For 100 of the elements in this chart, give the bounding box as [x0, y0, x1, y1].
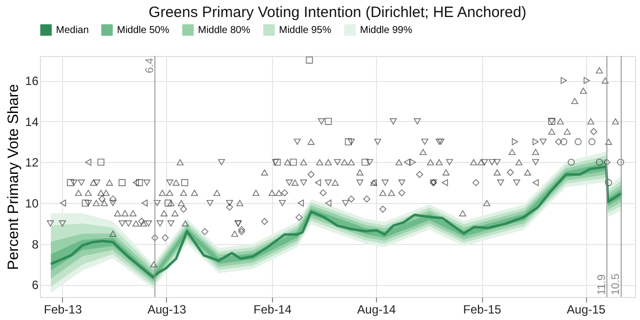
- point: [162, 234, 169, 242]
- point: [181, 179, 188, 186]
- point: [201, 228, 208, 236]
- point: [272, 159, 279, 166]
- point: [497, 180, 504, 186]
- y-tick-label: 6: [32, 278, 39, 292]
- y-tick-label: 14: [25, 114, 39, 129]
- point: [298, 200, 304, 207]
- point: [167, 220, 174, 227]
- point: [156, 220, 164, 227]
- point: [97, 158, 104, 166]
- point: [164, 200, 172, 207]
- point: [82, 200, 89, 207]
- point: [78, 180, 85, 186]
- point: [588, 138, 596, 146]
- point: [555, 138, 562, 146]
- point: [348, 195, 355, 202]
- point: [85, 158, 92, 166]
- point: [98, 195, 106, 202]
- y-tick-label: 12: [25, 156, 39, 170]
- point: [366, 159, 374, 166]
- point: [109, 195, 116, 202]
- x-tick-label: Feb-15: [463, 302, 502, 316]
- point: [398, 180, 406, 186]
- point: [154, 200, 161, 206]
- y-tick-label: 16: [25, 74, 39, 88]
- point: [342, 200, 350, 206]
- point: [382, 180, 389, 186]
- point: [398, 189, 406, 196]
- point: [442, 179, 448, 186]
- point: [136, 179, 143, 186]
- x-tick-label: Feb-13: [44, 302, 82, 316]
- point: [603, 158, 610, 166]
- point: [532, 179, 539, 186]
- point: [348, 138, 355, 145]
- point: [166, 180, 174, 186]
- point: [325, 200, 332, 207]
- legend-label: Median: [56, 25, 89, 36]
- point: [584, 77, 590, 84]
- point: [324, 180, 332, 186]
- point: [494, 159, 501, 166]
- point: [145, 220, 152, 227]
- point: [261, 218, 268, 225]
- point: [560, 77, 567, 84]
- point: [281, 189, 288, 196]
- point: [274, 158, 281, 166]
- point: [414, 118, 421, 124]
- point: [314, 179, 322, 186]
- point: [143, 180, 150, 186]
- point: [206, 200, 214, 206]
- point: [446, 159, 453, 166]
- point: [574, 138, 582, 146]
- legend-label: Middle 95%: [279, 25, 332, 36]
- point: [568, 158, 575, 166]
- legend-label: Middle 80%: [198, 25, 250, 36]
- point: [132, 179, 139, 186]
- point: [390, 118, 397, 124]
- point: [218, 159, 225, 166]
- point: [363, 195, 370, 202]
- point: [320, 189, 327, 196]
- point: [410, 158, 416, 166]
- ref-line-label: 6.4: [144, 58, 156, 74]
- point: [109, 200, 116, 206]
- y-tick-label: 10: [25, 196, 39, 211]
- point: [138, 218, 146, 225]
- point: [238, 226, 246, 234]
- point: [374, 138, 382, 145]
- point: [84, 200, 92, 206]
- point: [540, 138, 547, 145]
- point: [379, 206, 386, 213]
- point: [421, 138, 428, 145]
- point: [58, 220, 66, 227]
- point: [596, 158, 603, 166]
- legend-label: Middle 99%: [360, 25, 412, 36]
- ref-line-label: 10.5: [610, 274, 622, 295]
- legend-label: Middle 50%: [117, 25, 170, 36]
- point: [512, 138, 518, 146]
- point: [488, 159, 496, 166]
- point: [506, 168, 514, 176]
- point: [300, 180, 308, 186]
- x-tick-label: Aug-15: [566, 302, 606, 316]
- point: [370, 180, 378, 186]
- x-tick-label: Aug-13: [148, 302, 187, 316]
- point: [118, 220, 126, 227]
- point: [324, 118, 332, 125]
- point: [238, 228, 246, 236]
- point: [532, 159, 540, 166]
- point: [344, 138, 352, 146]
- point: [318, 118, 325, 124]
- point: [226, 204, 234, 211]
- chart-title: Greens Primary Voting Intention (Dirichlet; HE Anchored): [148, 4, 526, 21]
- point: [66, 179, 74, 186]
- point: [151, 234, 158, 242]
- point: [481, 159, 488, 166]
- ref-line-label: 11.9: [596, 274, 608, 295]
- point: [472, 179, 480, 186]
- point: [308, 170, 315, 178]
- point: [605, 179, 612, 186]
- x-tick-label: Feb-14: [254, 302, 292, 316]
- point: [46, 220, 54, 227]
